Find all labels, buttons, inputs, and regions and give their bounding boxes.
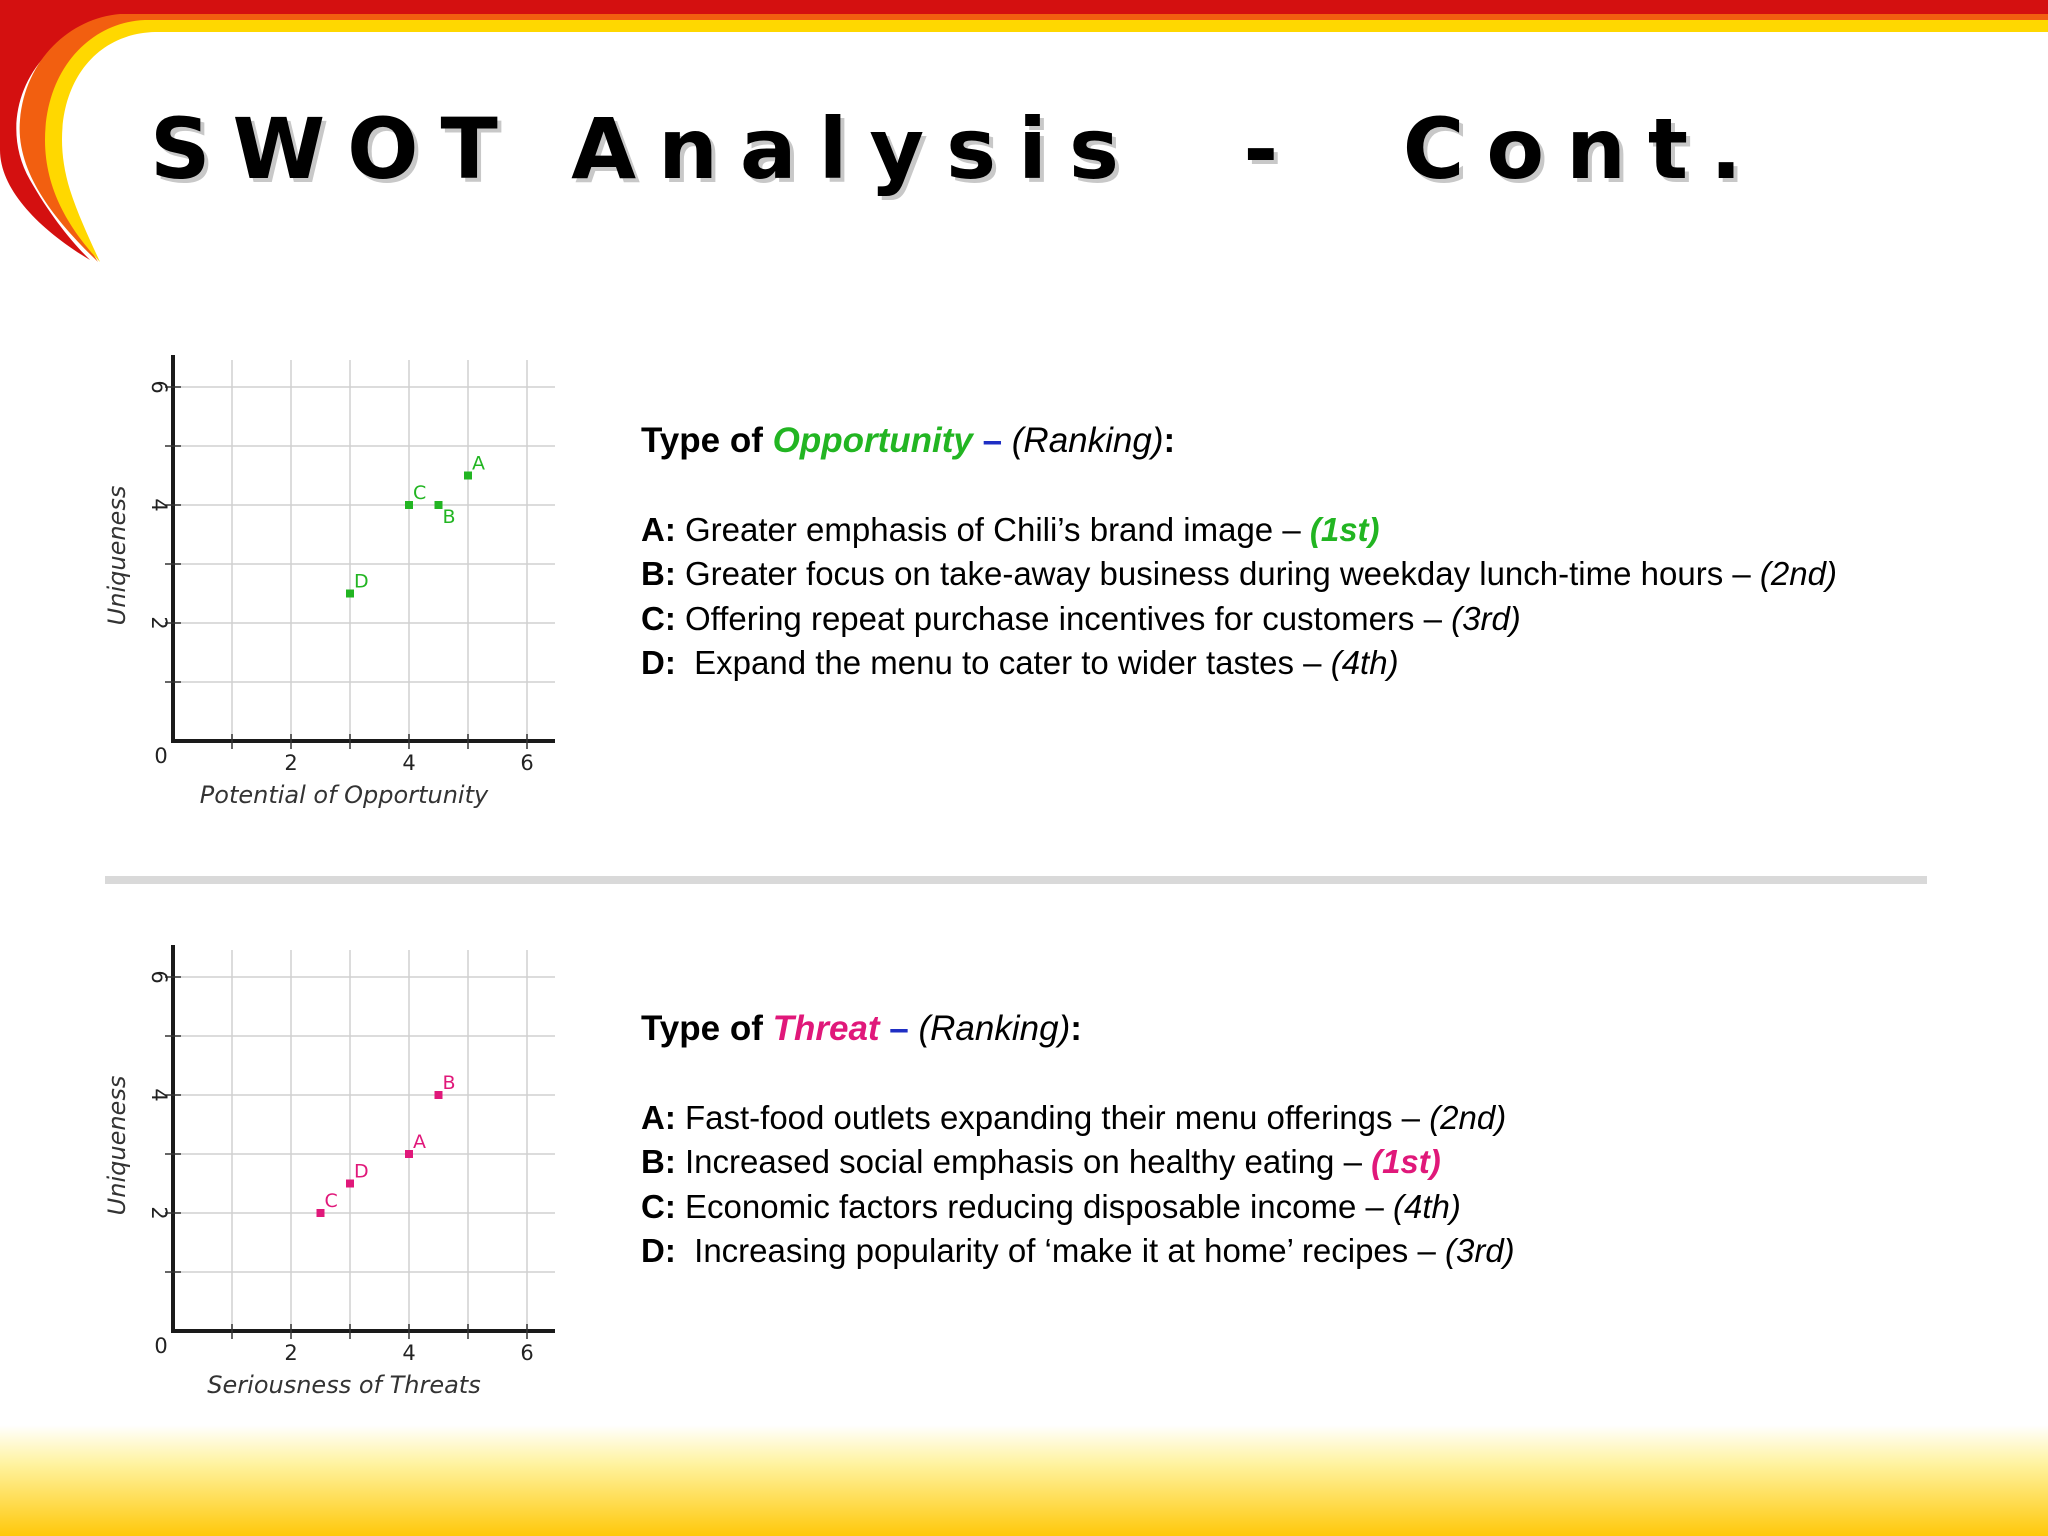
item-rank: (1st) [1309, 510, 1380, 548]
y-tick-label: 2 [147, 616, 171, 629]
heading-prefix: Type of [641, 1009, 763, 1048]
opportunity-text-block: Type of Opportunity – (Ranking): A: Grea… [641, 419, 1837, 686]
item-rank: (1st) [1371, 1143, 1441, 1180]
heading-colon: : [1070, 1009, 1082, 1048]
y-tick-label: 4 [147, 1088, 171, 1101]
origin-label: 0 [154, 744, 167, 768]
item-text: Greater focus on take-away business duri… [675, 555, 1760, 592]
point-label-d: D [354, 1161, 369, 1183]
y-tick-label: 6 [147, 970, 171, 983]
threat-item-d: D: Increasing popularity of ‘make it at … [641, 1229, 1515, 1274]
item-text: Economic factors reducing disposable inc… [675, 1187, 1394, 1225]
item-rank: (3rd) [1444, 1232, 1515, 1269]
heading-keyword: Opportunity [772, 421, 973, 460]
x-tick-label: 2 [284, 1341, 297, 1365]
x-axis-label: Potential of Opportunity [200, 781, 489, 809]
data-point-c [405, 501, 413, 509]
heading-ranking: (Ranking) [918, 1009, 1071, 1048]
x-axis-label: Seriousness of Threats [207, 1371, 480, 1399]
y-tick-label: 4 [147, 498, 171, 511]
data-point-a [464, 471, 472, 480]
opportunity-item-b: B: Greater focus on take-away business d… [641, 552, 1837, 597]
x-tick-label: 4 [402, 1341, 415, 1365]
y-axis-label: Uniqueness [103, 486, 131, 626]
item-text: Offering repeat purchase incentives for … [675, 599, 1452, 637]
point-label-b: B [443, 506, 456, 528]
item-text: Increasing popularity of ‘make it at hom… [675, 1232, 1445, 1269]
point-label-c: C [325, 1190, 338, 1212]
item-letter: A: [641, 1098, 676, 1136]
opportunity-chart: 2 4 6 2 4 6 0 Potential of Opportunity Uniquenes… [103, 355, 555, 809]
item-text: Increased social emphasis on healthy eat… [675, 1143, 1372, 1180]
threat-item-a: A: Fast-food outlets expanding their men… [641, 1096, 1515, 1141]
opportunity-heading: Type of Opportunity – (Ranking): [641, 419, 1837, 464]
threat-chart: 2 4 6 2 4 6 0 Seriousness of Threats Uniqueness A… [103, 945, 555, 1399]
opportunity-item-d: D: Expand the menu to cater to wider tas… [641, 641, 1837, 686]
data-point-d [346, 589, 354, 598]
item-text: Fast-food outlets expanding their menu o… [675, 1098, 1430, 1136]
point-label-a: A [413, 1131, 426, 1153]
y-tick-label: 6 [147, 380, 171, 393]
heading-dash: – [889, 1009, 909, 1048]
item-letter: D: [641, 644, 676, 681]
item-letter: C: [641, 1187, 676, 1225]
opportunity-item-c: C: Offering repeat purchase incentives f… [641, 597, 1837, 642]
heading-dash: – [982, 421, 1003, 460]
item-rank: (4th) [1330, 644, 1399, 681]
heading-keyword: Threat [772, 1009, 880, 1048]
section-divider [105, 876, 1927, 884]
heading-ranking: (Ranking) [1011, 421, 1164, 460]
data-point-b [434, 1091, 443, 1099]
x-tick-label: 4 [402, 751, 415, 775]
item-rank: (4th) [1393, 1187, 1461, 1225]
threat-item-b: B: Increased social emphasis on healthy … [641, 1140, 1515, 1185]
item-text: Greater emphasis of Chili’s brand image … [675, 510, 1310, 548]
item-rank: (2nd) [1759, 555, 1837, 592]
point-label-d: D [354, 571, 369, 593]
data-point-a [405, 1150, 413, 1158]
point-label-a: A [472, 453, 485, 475]
point-label-c: C [413, 482, 426, 504]
item-letter: B: [641, 555, 676, 592]
x-tick-label: 6 [520, 751, 533, 775]
data-point-c [316, 1209, 325, 1217]
item-letter: D: [641, 1232, 676, 1269]
bottom-gradient-band [0, 1425, 2048, 1536]
threat-list: A: Fast-food outlets expanding their men… [641, 1096, 1515, 1274]
heading-prefix: Type of [641, 421, 763, 460]
threat-text-block: Type of Threat – (Ranking): A: Fast-food… [641, 1007, 1515, 1274]
slide-title: SWOT Analysis - Cont. [150, 100, 1764, 198]
item-rank: (2nd) [1429, 1098, 1507, 1136]
opportunity-item-a: A: Greater emphasis of Chili’s brand ima… [641, 508, 1837, 553]
item-text: Expand the menu to cater to wider tastes… [675, 644, 1331, 681]
heading-colon: : [1163, 421, 1176, 460]
item-letter: B: [641, 1143, 676, 1180]
origin-label: 0 [154, 1334, 167, 1358]
item-letter: C: [641, 599, 676, 637]
x-tick-label: 2 [284, 751, 297, 775]
point-label-b: B [443, 1072, 456, 1094]
item-letter: A: [641, 510, 676, 548]
x-tick-label: 6 [520, 1341, 533, 1365]
data-point-b [434, 501, 443, 509]
opportunity-list: A: Greater emphasis of Chili’s brand ima… [641, 508, 1837, 686]
y-axis-label: Uniqueness [103, 1076, 131, 1216]
item-rank: (3rd) [1451, 599, 1521, 637]
data-point-d [346, 1179, 354, 1188]
y-tick-label: 2 [147, 1206, 171, 1219]
threat-item-c: C: Economic factors reducing disposable … [641, 1185, 1515, 1230]
threat-heading: Type of Threat – (Ranking): [641, 1007, 1515, 1052]
